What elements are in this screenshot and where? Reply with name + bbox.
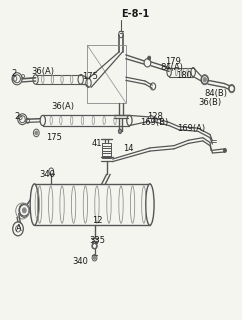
Text: 175: 175 xyxy=(46,133,61,142)
Text: 340: 340 xyxy=(72,257,88,266)
Circle shape xyxy=(224,148,226,152)
Text: 169(A): 169(A) xyxy=(177,124,205,133)
Ellipse shape xyxy=(40,116,45,125)
Circle shape xyxy=(153,116,156,121)
Text: A: A xyxy=(16,224,22,233)
Text: 2: 2 xyxy=(11,69,16,78)
Ellipse shape xyxy=(92,243,97,249)
Circle shape xyxy=(148,56,151,60)
Circle shape xyxy=(203,77,206,82)
Text: 335: 335 xyxy=(89,236,105,245)
Text: 36(A): 36(A) xyxy=(52,102,75,111)
Ellipse shape xyxy=(201,76,208,84)
Circle shape xyxy=(118,129,122,133)
Ellipse shape xyxy=(30,184,38,225)
Circle shape xyxy=(93,256,96,260)
Text: 340: 340 xyxy=(40,170,56,179)
Text: 84(A): 84(A) xyxy=(160,63,183,72)
Text: 12: 12 xyxy=(92,216,102,225)
Text: 169(B): 169(B) xyxy=(141,118,169,127)
Ellipse shape xyxy=(146,184,154,225)
Text: 128: 128 xyxy=(147,112,163,121)
Text: 14: 14 xyxy=(123,144,134,153)
Circle shape xyxy=(22,208,26,213)
Ellipse shape xyxy=(19,204,29,216)
Text: 175: 175 xyxy=(82,72,98,81)
Text: 36(B): 36(B) xyxy=(198,98,222,107)
Ellipse shape xyxy=(144,59,151,67)
Text: 41: 41 xyxy=(92,139,102,148)
Ellipse shape xyxy=(127,116,132,125)
Ellipse shape xyxy=(229,85,234,92)
Text: 180: 180 xyxy=(176,71,191,80)
Text: 84(B): 84(B) xyxy=(204,89,227,98)
Circle shape xyxy=(35,131,38,135)
Text: 179: 179 xyxy=(165,57,181,66)
Ellipse shape xyxy=(148,116,154,123)
Text: E-8-1: E-8-1 xyxy=(121,9,150,19)
Text: 2: 2 xyxy=(15,113,20,122)
Text: 36(A): 36(A) xyxy=(31,67,54,76)
